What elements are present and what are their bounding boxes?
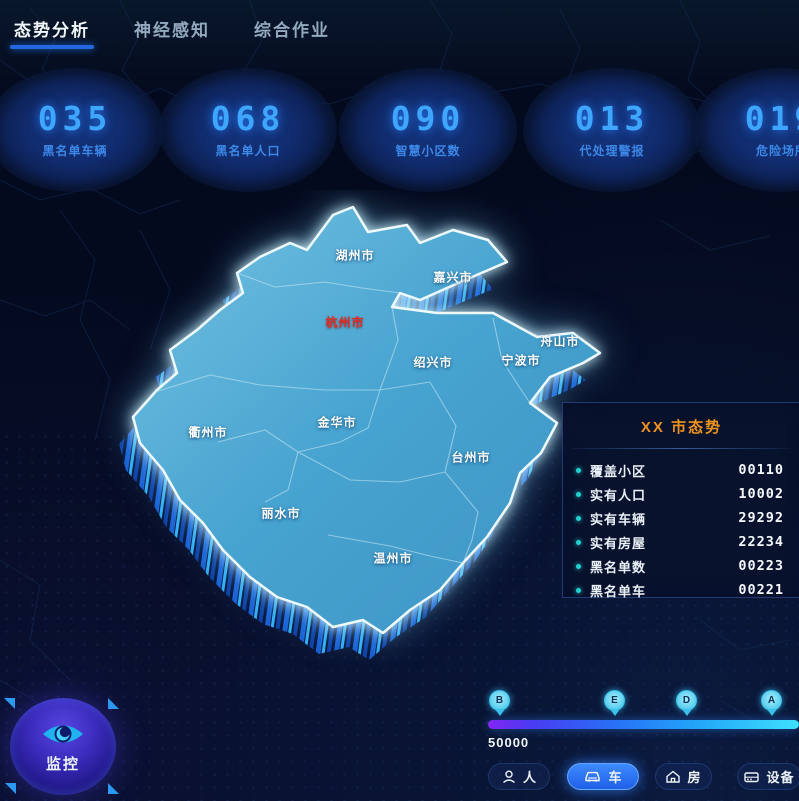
corner-triangle <box>5 783 16 794</box>
stat-label: 黑名单车辆 <box>42 143 108 158</box>
bullet-icon <box>576 587 581 593</box>
panel-row: 黑名单车 00221 <box>563 578 799 602</box>
province-map-svg <box>119 205 602 660</box>
bullet-icon <box>576 515 581 521</box>
panel-row-label: 黑名单数 <box>590 559 647 575</box>
panel-row-value: 00221 <box>738 582 784 598</box>
stat-circle: 068 黑名单人口 <box>159 68 337 192</box>
map-city-label[interactable]: 温州市 <box>373 551 413 566</box>
filter-label: 车 <box>608 770 623 785</box>
map-city-label[interactable]: 绍兴市 <box>413 355 453 370</box>
panel-row-value: 22234 <box>738 534 784 550</box>
monitor-label: 监控 <box>45 756 80 773</box>
slider-pin[interactable]: E <box>604 690 625 711</box>
corner-triangle <box>108 698 119 709</box>
stat-value: 035 <box>37 98 113 138</box>
stat-value: 013 <box>574 98 650 138</box>
panel-row-label: 实有车辆 <box>590 511 647 527</box>
map-city-label[interactable]: 宁波市 <box>501 353 541 368</box>
panel-row: 覆盖小区 00110 <box>563 458 799 482</box>
panel-row: 黑名单数 00223 <box>563 554 799 578</box>
panel-rows: 覆盖小区 00110 实有人口 10002 实有车辆 29292 实有房屋 22234 黑名单数… <box>563 458 799 602</box>
eye-icon <box>43 725 83 743</box>
map-city-label[interactable]: 杭州市 <box>325 315 365 330</box>
bullet-icon <box>576 539 581 545</box>
house-icon <box>665 769 681 784</box>
corner-triangle <box>108 783 119 794</box>
panel-row-label: 实有房屋 <box>590 535 647 551</box>
panel-row: 实有车辆 29292 <box>563 506 799 530</box>
filter-car[interactable]: 车 <box>567 763 639 790</box>
filter-label: 人 <box>522 770 537 785</box>
pin-letter: B <box>495 695 504 706</box>
slider-pin[interactable]: A <box>761 690 782 711</box>
panel-row-value: 29292 <box>738 510 784 526</box>
stat-label: 危险场所 <box>755 143 799 158</box>
map-city-label[interactable]: 嘉兴市 <box>433 270 473 285</box>
slider-value: 50000 <box>488 735 530 750</box>
bullet-icon <box>576 491 581 497</box>
stat-label: 黑名单人口 <box>215 143 281 158</box>
panel-row: 实有房屋 22234 <box>563 530 799 554</box>
corner-triangle <box>4 698 15 709</box>
stat-label: 代处理警报 <box>579 143 645 158</box>
stat-label: 智慧小区数 <box>395 143 461 158</box>
map-city-label[interactable]: 金华市 <box>317 415 357 430</box>
panel-divider <box>573 448 790 449</box>
city-situation-panel: XX 市态势 覆盖小区 00110 实有人口 10002 实有车辆 29292 实有房屋 22… <box>562 402 799 599</box>
panel-row-label: 黑名单车 <box>590 583 647 599</box>
range-slider-bar[interactable] <box>488 720 799 729</box>
map-city-label[interactable]: 台州市 <box>451 450 491 465</box>
stat-circle: 035 黑名单车辆 <box>0 68 164 192</box>
nav-tab[interactable]: 态势分析 <box>10 10 94 51</box>
top-nav: 态势分析 神经感知 综合作业 <box>10 10 332 51</box>
person-icon <box>501 769 517 785</box>
stat-circle: 013 代处理警报 <box>523 68 701 192</box>
bullet-icon <box>576 467 581 473</box>
slider-pin[interactable]: B <box>489 690 510 711</box>
panel-row-label: 实有人口 <box>590 487 647 503</box>
panel-row: 实有人口 10002 <box>563 482 799 506</box>
stat-value: 090 <box>390 98 466 138</box>
stat-value: 068 <box>210 98 286 138</box>
pin-letter: D <box>682 695 691 706</box>
map-city-label[interactable]: 舟山市 <box>540 334 580 349</box>
stat-value: 019 <box>744 98 799 138</box>
map-surface <box>131 205 602 635</box>
filter-person[interactable]: 人 <box>488 763 550 790</box>
panel-row-value: 00110 <box>738 462 784 478</box>
bullet-icon <box>576 563 581 569</box>
device-icon <box>743 770 760 784</box>
panel-row-value: 10002 <box>738 486 784 502</box>
monitor-button[interactable]: 监控 <box>10 698 116 795</box>
filter-house[interactable]: 房 <box>655 763 712 790</box>
filter-label: 设备 <box>766 770 795 785</box>
province-map <box>100 190 660 690</box>
map-city-boundaries <box>154 272 531 564</box>
panel-row-value: 00223 <box>738 558 784 574</box>
nav-tab[interactable]: 综合作业 <box>254 21 330 40</box>
panel-row-label: 覆盖小区 <box>590 463 647 479</box>
pin-letter: A <box>767 695 776 706</box>
filter-device[interactable]: 设备 <box>737 763 799 790</box>
car-icon <box>583 769 602 784</box>
map-city-label[interactable]: 衢州市 <box>188 425 228 440</box>
filter-label: 房 <box>687 770 702 785</box>
slider-pin[interactable]: D <box>676 690 697 711</box>
pin-letter: E <box>611 695 618 706</box>
panel-title: XX 市态势 <box>640 419 723 436</box>
stat-circle: 090 智慧小区数 <box>339 68 517 192</box>
nav-tab[interactable]: 神经感知 <box>134 21 210 40</box>
map-city-label[interactable]: 湖州市 <box>335 248 375 263</box>
map-city-label[interactable]: 丽水市 <box>261 506 301 521</box>
